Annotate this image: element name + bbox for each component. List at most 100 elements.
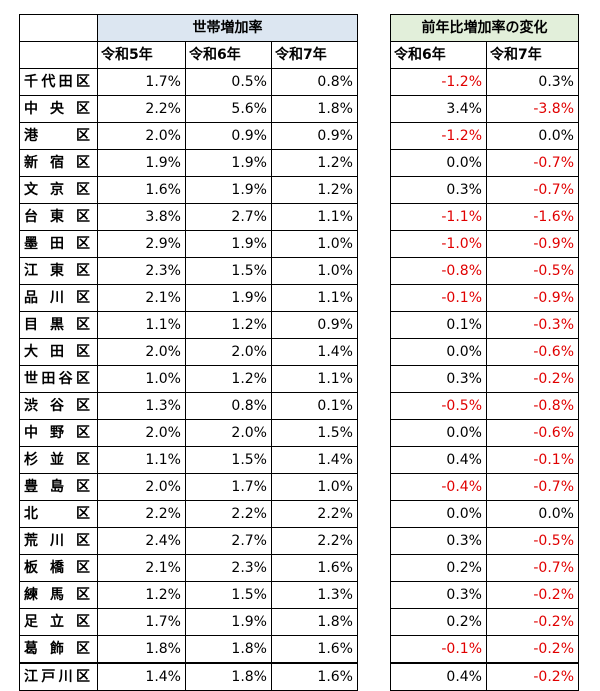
change-c6-cell: 0.3%	[390, 365, 487, 393]
ward-name-text: 渋谷区	[24, 398, 90, 414]
change-c7-cell: 0.3%	[486, 68, 579, 96]
table-row: 世田谷区 1.0% 1.2% 1.1%	[19, 365, 358, 393]
growth-r6-cell: 5.6%	[185, 95, 272, 123]
table-row: 0.3% -0.2%	[390, 365, 579, 393]
ward-name-text: 足立区	[24, 614, 90, 630]
table-row: -1.2% 0.3%	[390, 68, 579, 96]
ward-name: 港区	[19, 122, 98, 150]
change-c7-cell: -0.6%	[486, 419, 579, 447]
growth-r6-cell: 1.5%	[185, 581, 272, 609]
change-c7-cell: -0.7%	[486, 554, 579, 582]
household-growth-title: 世帯増加率	[97, 14, 358, 42]
ward-name: 千代田区	[19, 68, 98, 96]
table-row: -1.2% 0.0%	[390, 122, 579, 150]
change-c6-cell: 0.1%	[390, 311, 487, 339]
growth-r6-cell: 0.8%	[185, 392, 272, 420]
growth-r7-cell: 0.9%	[271, 122, 358, 150]
table-row: 0.2% -0.7%	[390, 554, 579, 582]
growth-r7-cell: 1.4%	[271, 338, 358, 366]
ward-name-text: 中野区	[24, 425, 90, 441]
table-row: 0.0% -0.6%	[390, 419, 579, 447]
ward-name-text: 荒川区	[24, 533, 90, 549]
change-c6-cell: -1.1%	[390, 203, 487, 231]
table-row: 0.0% 0.0%	[390, 500, 579, 528]
ward-name-text: 北区	[24, 506, 90, 522]
growth-r6-cell: 1.2%	[185, 365, 272, 393]
change-c7-cell: -0.1%	[486, 446, 579, 474]
growth-r7-cell: 0.8%	[271, 68, 358, 96]
growth-r5-cell: 1.9%	[97, 149, 186, 177]
column-header-change-r6: 令和6年	[390, 41, 487, 69]
table-row: 台東区 3.8% 2.7% 1.1%	[19, 203, 358, 231]
table-row: 品川区 2.1% 1.9% 1.1%	[19, 284, 358, 312]
table-row: 江東区 2.3% 1.5% 1.0%	[19, 257, 358, 285]
table-row: 足立区 1.7% 1.9% 1.8%	[19, 608, 358, 636]
growth-r7-cell: 1.6%	[271, 554, 358, 582]
ward-name-text: 墨田区	[24, 236, 90, 252]
growth-r7-cell: 1.2%	[271, 176, 358, 204]
growth-r5-cell: 2.1%	[97, 284, 186, 312]
growth-r6-cell: 1.9%	[185, 149, 272, 177]
growth-r6-cell: 1.2%	[185, 311, 272, 339]
growth-r7-cell: 1.8%	[271, 608, 358, 636]
ward-name: 練馬区	[19, 581, 98, 609]
change-c6-cell: 0.0%	[390, 500, 487, 528]
ward-name: 品川区	[19, 284, 98, 312]
ward-name: 新宿区	[19, 149, 98, 177]
change-c6-cell: -1.2%	[390, 122, 487, 150]
growth-r7-cell: 1.0%	[271, 257, 358, 285]
change-c7-cell: -3.8%	[486, 95, 579, 123]
table-row: 0.1% -0.3%	[390, 311, 579, 339]
ward-name: 文京区	[19, 176, 98, 204]
growth-r5-cell: 1.7%	[97, 68, 186, 96]
growth-r6-cell: 1.7%	[185, 473, 272, 501]
growth-r5-cell: 2.0%	[97, 419, 186, 447]
table-row: 0.3% -0.7%	[390, 176, 579, 204]
table-row: 0.3% -0.5%	[390, 527, 579, 555]
change-c7-cell: -0.8%	[486, 392, 579, 420]
change-c6-cell: 0.4%	[390, 446, 487, 474]
growth-r7-cell: 1.1%	[271, 284, 358, 312]
ward-name: 渋谷区	[19, 392, 98, 420]
table-row: 0.0% -0.6%	[390, 338, 579, 366]
growth-r6-cell: 0.9%	[185, 122, 272, 150]
ward-name-text: 江東区	[24, 263, 90, 279]
ward-name: 足立区	[19, 608, 98, 636]
ward-name-text: 練馬区	[24, 587, 90, 603]
growth-r6-cell: 1.9%	[185, 284, 272, 312]
corner-cell	[19, 41, 98, 69]
ward-name-text: 新宿区	[24, 155, 90, 171]
change-c7-cell: -0.2%	[486, 608, 579, 636]
table-row: 渋谷区 1.3% 0.8% 0.1%	[19, 392, 358, 420]
column-header-r7: 令和7年	[271, 41, 358, 69]
table-row: 新宿区 1.9% 1.9% 1.2%	[19, 149, 358, 177]
table-row: 豊島区 2.0% 1.7% 1.0%	[19, 473, 358, 501]
growth-r5-cell: 1.3%	[97, 392, 186, 420]
growth-r7-cell: 1.3%	[271, 581, 358, 609]
column-header-r6: 令和6年	[185, 41, 272, 69]
growth-r6-cell: 1.9%	[185, 608, 272, 636]
ward-name: 板橋区	[19, 554, 98, 582]
growth-r5-cell: 1.2%	[97, 581, 186, 609]
growth-r5-cell: 1.1%	[97, 446, 186, 474]
table-row: -0.1% -0.2%	[390, 635, 579, 664]
growth-r7-cell: 0.9%	[271, 311, 358, 339]
change-c7-cell: 0.0%	[486, 500, 579, 528]
change-c6-cell: -0.8%	[390, 257, 487, 285]
growth-r6-cell: 2.7%	[185, 203, 272, 231]
ward-name: 中野区	[19, 419, 98, 447]
table-row: 0.0% -0.7%	[390, 149, 579, 177]
change-c7-cell: -0.2%	[486, 635, 579, 664]
growth-change-table: 前年比増加率の変化 令和6年 令和7年 -1.2% 0.3% 3.4% -3.8% -1…	[390, 14, 579, 691]
table-row: 0.4% -0.1%	[390, 446, 579, 474]
ward-name: 葛飾区	[19, 635, 98, 664]
growth-r5-cell: 1.0%	[97, 365, 186, 393]
column-header-change-r7: 令和7年	[486, 41, 579, 69]
ward-name-text: 千代田区	[24, 74, 90, 90]
growth-r5-cell: 1.8%	[97, 635, 186, 664]
table-row: -0.8% -0.5%	[390, 257, 579, 285]
table-row: 千代田区 1.7% 0.5% 0.8%	[19, 68, 358, 96]
table-row: 杉並区 1.1% 1.5% 1.4%	[19, 446, 358, 474]
growth-r7-cell: 1.5%	[271, 419, 358, 447]
growth-r7-cell: 1.2%	[271, 149, 358, 177]
